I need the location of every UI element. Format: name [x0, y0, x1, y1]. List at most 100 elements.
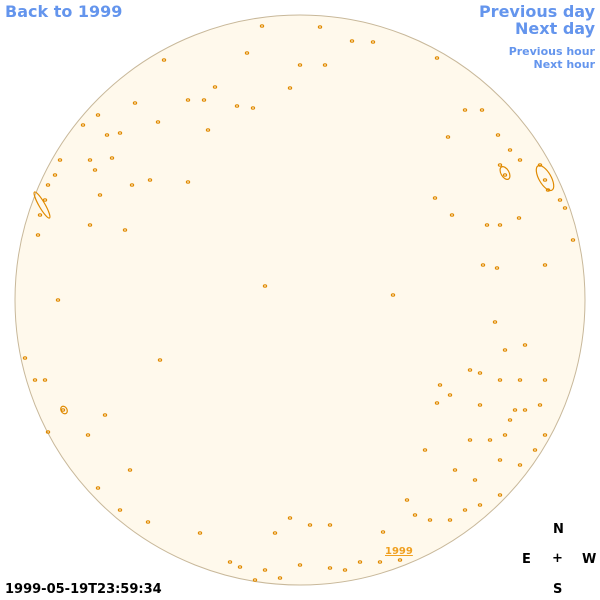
contour	[95, 486, 101, 490]
contour	[155, 120, 161, 124]
contour	[502, 433, 508, 437]
contour	[33, 191, 51, 219]
contour	[447, 393, 453, 397]
contour	[212, 85, 218, 89]
previous-hour-link[interactable]: Previous hour	[508, 45, 595, 58]
contour	[512, 408, 518, 412]
contour	[497, 163, 503, 167]
contour	[60, 408, 66, 412]
solar-disk	[14, 14, 586, 586]
contour	[517, 463, 523, 467]
contour	[517, 158, 523, 162]
contour	[507, 148, 513, 152]
contour	[297, 563, 303, 567]
contour	[449, 213, 455, 217]
contour	[522, 408, 528, 412]
back-link[interactable]: Back to 1999	[5, 2, 123, 21]
contour	[477, 371, 483, 375]
contour	[145, 520, 151, 524]
contour	[157, 358, 163, 362]
next-day-link[interactable]: Next day	[515, 19, 595, 38]
contour	[262, 568, 268, 572]
contour	[480, 263, 486, 267]
contour	[404, 498, 410, 502]
contour	[234, 104, 240, 108]
contour	[327, 523, 333, 527]
previous-day-link[interactable]: Previous day	[478, 2, 595, 21]
contour	[516, 216, 522, 220]
contour	[427, 518, 433, 522]
contour	[287, 516, 293, 520]
contour	[477, 403, 483, 407]
contour	[495, 133, 501, 137]
contour	[370, 40, 376, 44]
contour	[22, 356, 28, 360]
compass-east: E	[522, 552, 531, 567]
contour	[132, 101, 138, 105]
contour	[502, 173, 508, 177]
year-label[interactable]: 1999	[385, 546, 413, 557]
contour	[522, 343, 528, 347]
contour	[349, 39, 355, 43]
contour	[92, 168, 98, 172]
contour	[147, 178, 153, 182]
contour	[104, 133, 110, 137]
contour	[542, 178, 548, 182]
contour	[42, 198, 48, 202]
contour	[397, 558, 403, 562]
contour	[109, 156, 115, 160]
contour	[85, 433, 91, 437]
contour	[492, 320, 498, 324]
contour	[390, 293, 396, 297]
next-hour-link[interactable]: Next hour	[533, 58, 596, 71]
contour	[434, 56, 440, 60]
compass-west: W	[582, 552, 597, 567]
contour	[37, 213, 43, 217]
contour	[497, 493, 503, 497]
contour	[161, 58, 167, 62]
contour	[52, 173, 58, 177]
contour	[479, 108, 485, 112]
contour	[122, 228, 128, 232]
contour	[80, 123, 86, 127]
contour	[227, 560, 233, 564]
contour	[307, 523, 313, 527]
contour	[537, 403, 543, 407]
contour	[434, 401, 440, 405]
contour	[97, 193, 103, 197]
contour	[412, 513, 418, 517]
contour	[102, 413, 108, 417]
contour	[487, 438, 493, 442]
compass-north: N	[553, 522, 564, 537]
contour	[517, 378, 523, 382]
contour	[259, 24, 265, 28]
contour	[322, 63, 328, 67]
contour	[127, 468, 133, 472]
contour	[197, 531, 203, 535]
contour	[287, 86, 293, 90]
compass-center: +	[552, 551, 563, 566]
contour	[317, 25, 323, 29]
timestamp: 1999-05-19T23:59:34	[5, 582, 162, 597]
contour	[557, 198, 563, 202]
contour	[297, 63, 303, 67]
contour	[87, 223, 93, 227]
contour	[327, 566, 333, 570]
contour	[532, 448, 538, 452]
contour	[472, 478, 478, 482]
contour	[277, 576, 283, 580]
contour	[244, 51, 250, 55]
contour	[272, 531, 278, 535]
contour	[45, 183, 51, 187]
contour	[57, 158, 63, 162]
contour	[484, 223, 490, 227]
contour	[129, 183, 135, 187]
contour	[497, 458, 503, 462]
contour	[447, 518, 453, 522]
contour	[117, 131, 123, 135]
contour	[535, 164, 555, 192]
contour	[377, 560, 383, 564]
contour	[42, 378, 48, 382]
contour	[422, 448, 428, 452]
